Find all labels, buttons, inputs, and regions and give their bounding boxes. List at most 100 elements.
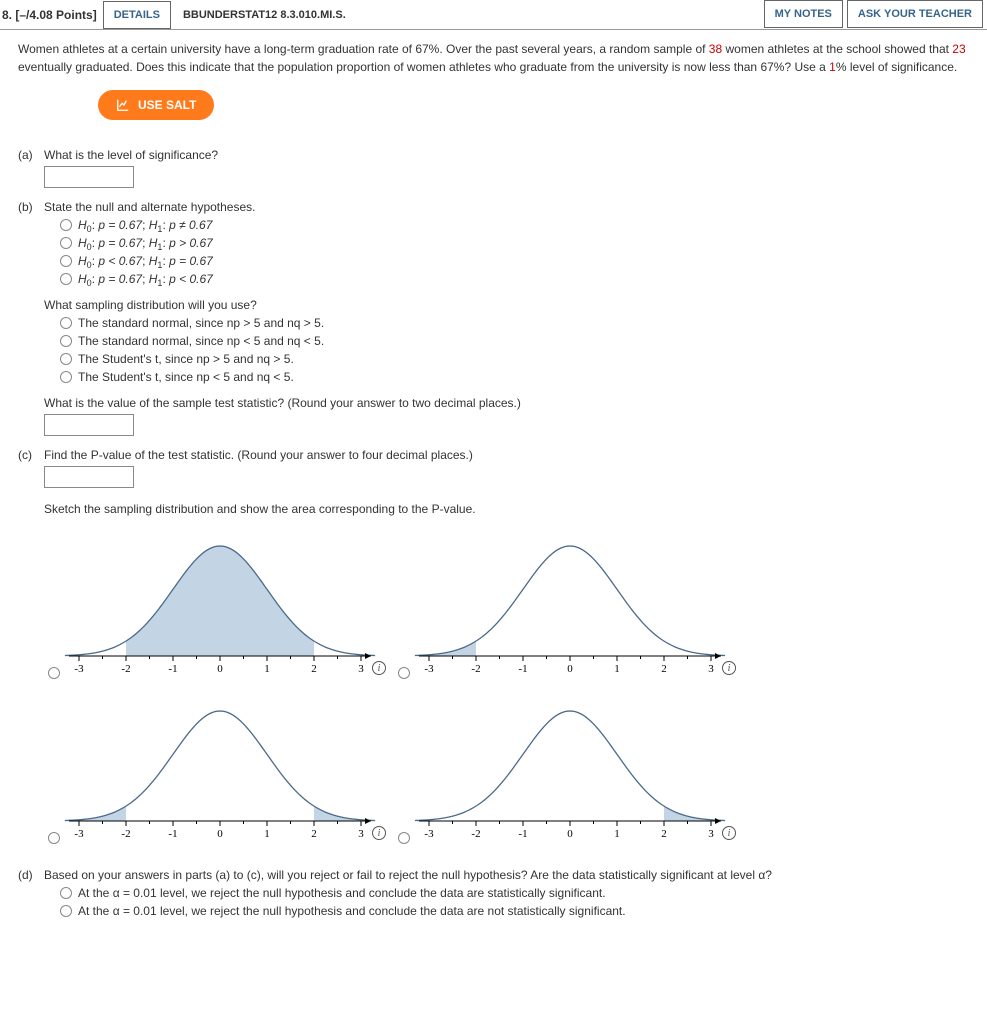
use-salt-button[interactable]: USE SALT (98, 90, 214, 120)
conclusion-option-2[interactable]: At the α = 0.01 level, we reject the nul… (60, 904, 983, 918)
sample-x: 23 (952, 42, 965, 56)
sketch-option-1[interactable]: -3 -2 -1 0 1 2 3 i (54, 526, 384, 681)
part-b-label: (b) (18, 200, 44, 436)
sketch-instruction: Sketch the sampling distribution and sho… (44, 502, 983, 516)
chart-icon (116, 98, 130, 112)
svg-text:-1: -1 (518, 828, 527, 840)
hypothesis-option-2[interactable]: H0: p = 0.67; H1: p > 0.67 (60, 236, 983, 250)
dist-option-2[interactable]: The standard normal, since np < 5 and nq… (60, 334, 983, 348)
distribution-question: What sampling distribution will you use? (44, 298, 983, 312)
dist-option-1[interactable]: The standard normal, since np > 5 and nq… (60, 316, 983, 330)
opt-text: The standard normal, since np < 5 and nq… (78, 334, 324, 348)
significance-input[interactable] (44, 166, 134, 188)
part-d-label: (d) (18, 868, 44, 922)
part-a-question: What is the level of significance? (44, 148, 983, 162)
source-code: BBUNDERSTAT12 8.3.010.MI.S. (175, 9, 354, 21)
svg-text:-3: -3 (74, 828, 84, 840)
header-left: 8. [–/4.08 Points] DETAILS BBUNDERSTAT12… (0, 0, 764, 29)
test-stat-question: What is the value of the sample test sta… (44, 396, 983, 410)
svg-text:-3: -3 (424, 828, 434, 840)
my-notes-button[interactable]: MY NOTES (764, 0, 843, 28)
details-label: DETAILS (114, 9, 160, 21)
svg-text:0: 0 (567, 828, 573, 840)
sketch-option-3[interactable]: -3-2-10123 i (54, 691, 384, 846)
info-icon[interactable]: i (722, 826, 736, 840)
info-icon[interactable]: i (372, 661, 386, 675)
radio-icon[interactable] (60, 335, 72, 347)
svg-text:-2: -2 (121, 828, 130, 840)
radio-icon[interactable] (398, 667, 410, 679)
radio-icon[interactable] (60, 887, 72, 899)
txt: eventually graduated. Does this indicate… (18, 60, 829, 74)
radio-icon[interactable] (60, 371, 72, 383)
svg-text:2: 2 (311, 828, 317, 840)
txt: Women athletes at a certain university h… (18, 42, 709, 56)
info-icon[interactable]: i (722, 661, 736, 675)
radio-icon[interactable] (60, 273, 72, 285)
details-button[interactable]: DETAILS (103, 1, 171, 29)
svg-text:-1: -1 (518, 663, 527, 675)
radio-icon[interactable] (60, 317, 72, 329)
svg-text:2: 2 (661, 828, 667, 840)
conclusion-option-1[interactable]: At the α = 0.01 level, we reject the nul… (60, 886, 983, 900)
ask-teacher-label: ASK YOUR TEACHER (858, 8, 972, 20)
part-a: (a) What is the level of significance? (18, 148, 983, 188)
hyp-text: H0: p = 0.67; H1: p > 0.67 (78, 236, 213, 250)
svg-text:2: 2 (661, 663, 667, 675)
pvalue-question: Find the P-value of the test statistic. … (44, 448, 983, 462)
part-d-question: Based on your answers in parts (a) to (c… (44, 868, 983, 882)
svg-text:-1: -1 (168, 828, 177, 840)
radio-icon[interactable] (60, 255, 72, 267)
question-number: 8. [–/4.08 Points] (0, 8, 103, 22)
opt-text: At the α = 0.01 level, we reject the nul… (78, 886, 606, 900)
part-b-question: State the null and alternate hypotheses. (44, 200, 983, 214)
hypothesis-option-3[interactable]: H0: p < 0.67; H1: p = 0.67 (60, 254, 983, 268)
info-icon[interactable]: i (372, 826, 386, 840)
svg-text:-2: -2 (471, 828, 480, 840)
opt-text: The Student's t, since np < 5 and nq < 5… (78, 370, 294, 384)
radio-icon[interactable] (60, 219, 72, 231)
svg-text:3: 3 (708, 828, 714, 840)
svg-text:-2: -2 (121, 663, 130, 675)
ask-teacher-button[interactable]: ASK YOUR TEACHER (847, 0, 983, 28)
svg-text:3: 3 (358, 828, 364, 840)
part-a-label: (a) (18, 148, 44, 188)
txt: % level of significance. (836, 60, 957, 74)
test-stat-input[interactable] (44, 414, 134, 436)
svg-text:2: 2 (311, 663, 317, 675)
svg-text:1: 1 (264, 663, 270, 675)
svg-text:-3: -3 (424, 663, 434, 675)
hypothesis-option-1[interactable]: H0: p = 0.67; H1: p ≠ 0.67 (60, 218, 983, 232)
sketch-row-2: -3 -2 -1 0 1 2 3 i -3 -2 -1 0 1 2 3 i (54, 691, 983, 846)
dist-option-4[interactable]: The Student's t, since np < 5 and nq < 5… (60, 370, 983, 384)
svg-text:0: 0 (567, 663, 573, 675)
content: Women athletes at a certain university h… (0, 30, 987, 922)
pvalue-input[interactable] (44, 466, 134, 488)
dist-option-3[interactable]: The Student's t, since np > 5 and nq > 5… (60, 352, 983, 366)
svg-text:0: 0 (217, 828, 223, 840)
part-c: (c) Find the P-value of the test statist… (18, 448, 983, 856)
svg-text:0: 0 (217, 663, 223, 675)
distribution-chart: -3-2-10123 (404, 526, 734, 681)
radio-icon[interactable] (48, 667, 60, 679)
radio-icon[interactable] (60, 237, 72, 249)
radio-icon[interactable] (60, 905, 72, 917)
opt-text: At the α = 0.01 level, we reject the nul… (78, 904, 626, 918)
alpha: 1 (829, 60, 836, 74)
distribution-chart: -3 -2 -1 0 1 2 3 (54, 526, 384, 681)
svg-text:-1: -1 (168, 663, 177, 675)
radio-icon[interactable] (398, 832, 410, 844)
svg-text:-3: -3 (74, 663, 84, 675)
sketch-option-2[interactable]: -3-2-10123 i (404, 526, 734, 681)
question-header: 8. [–/4.08 Points] DETAILS BBUNDERSTAT12… (0, 0, 987, 30)
opt-text: The Student's t, since np > 5 and nq > 5… (78, 352, 294, 366)
hypothesis-option-4[interactable]: H0: p = 0.67; H1: p < 0.67 (60, 272, 983, 286)
svg-text:3: 3 (358, 663, 364, 675)
sample-n: 38 (709, 42, 722, 56)
part-d: (d) Based on your answers in parts (a) t… (18, 868, 983, 922)
svg-text:1: 1 (614, 828, 620, 840)
hyp-text: H0: p = 0.67; H1: p ≠ 0.67 (78, 218, 212, 232)
radio-icon[interactable] (48, 832, 60, 844)
radio-icon[interactable] (60, 353, 72, 365)
sketch-option-4[interactable]: -3 -2 -1 0 1 2 3 i (404, 691, 734, 846)
